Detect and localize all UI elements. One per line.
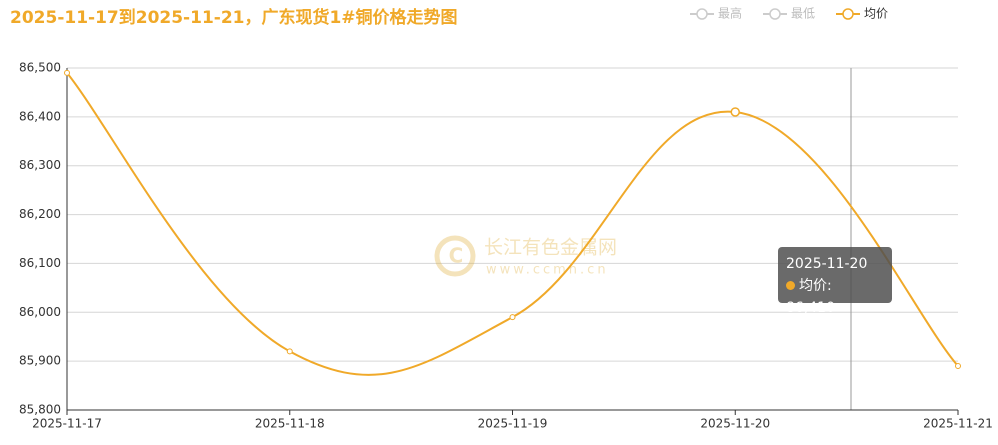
chart-title: 2025-11-17到2025-11-21，广东现货1#铜价格走势图 <box>10 7 458 28</box>
legend-icon <box>842 8 854 20</box>
x-tick-label: 2025-11-18 <box>255 417 325 431</box>
tooltip-title: 2025-11-20 <box>786 256 868 272</box>
y-tick-label: 86,500 <box>19 61 61 75</box>
watermark-logo-letter: C <box>449 244 464 268</box>
legend-icon <box>696 8 708 20</box>
watermark-url: www.ccmn.cn <box>486 263 609 278</box>
legend-label: 最高 <box>718 6 742 21</box>
tooltip-series: 均价 <box>799 278 832 294</box>
data-point <box>509 314 516 321</box>
legend-label: 最低 <box>791 7 815 21</box>
y-tick-label: 86,000 <box>19 305 61 319</box>
y-tick-label: 85,800 <box>19 403 61 417</box>
legend: 最高 最低 均价 <box>690 6 888 21</box>
x-tick-label: 2025-11-19 <box>478 417 548 431</box>
y-tick-label: 86,200 <box>19 207 61 221</box>
legend-icon <box>769 8 781 20</box>
data-point <box>286 348 293 355</box>
watermark-logo <box>434 235 476 277</box>
x-tick-label: 2025-11-17 <box>32 417 102 431</box>
watermark-text: 长江有色金属网 <box>484 237 617 259</box>
y-tick-label: 86,400 <box>19 109 61 123</box>
tooltip-value: 86,410 <box>786 300 835 316</box>
data-point <box>955 363 961 370</box>
x-tick-label: 2025-11-21 <box>923 417 993 431</box>
tooltip-dot <box>786 281 795 290</box>
series-line <box>66 72 959 376</box>
y-tick-label: 86,300 <box>19 158 61 172</box>
watermark: C 长江有色金属网 www.ccmn.cn <box>434 235 617 278</box>
y-tick-label: 86,100 <box>19 256 61 270</box>
tooltip-row: 均价 86,410 <box>786 275 884 319</box>
data-point <box>730 107 740 117</box>
tooltip: 2025-11-20 均价 86,410 <box>778 247 892 316</box>
legend-label: 均价 <box>864 7 888 21</box>
y-tick-label: 85,900 <box>19 354 61 368</box>
x-tick-label: 2025-11-20 <box>700 417 770 431</box>
data-point <box>64 69 70 76</box>
